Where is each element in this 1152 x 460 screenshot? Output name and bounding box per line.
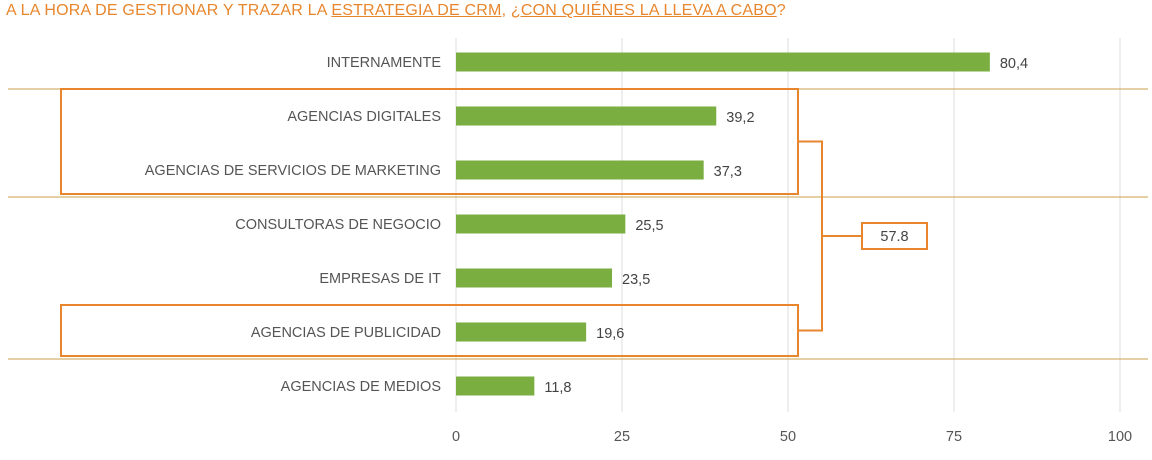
x-tick-label: 50 [780,429,796,445]
bar [456,106,717,126]
value-label: 19,6 [596,326,624,342]
value-label: 80,4 [1000,56,1028,72]
x-tick-label: 0 [452,429,460,445]
value-labels: 80,4 39,2 37,3 25,5 23,5 19,6 11,8 [544,56,1028,396]
bar [456,214,626,234]
category-label: INTERNAMENTE [327,55,442,71]
bars [456,52,990,396]
category-label: CONSULTORAS DE NEGOCIO [235,217,441,233]
value-label: 39,2 [726,110,754,126]
category-label: AGENCIAS DE SERVICIOS DE MARKETING [145,163,441,179]
value-label: 37,3 [714,164,742,180]
bar [456,268,613,288]
category-labels: INTERNAMENTE AGENCIAS DIGITALES AGENCIAS D… [145,55,442,395]
annotation-bracket [798,140,862,332]
bar [456,160,704,180]
bar [456,322,587,342]
title-part-1: A LA HORA DE GESTIONAR Y TRAZAR LA [6,2,332,19]
annotation-value: 57.8 [880,229,908,245]
category-label: EMPRESAS DE IT [319,271,441,287]
annotation-box [861,222,928,250]
x-tick-label: 100 [1108,429,1132,445]
value-label: 25,5 [635,218,663,234]
title-part-4: ¿CON QUIÉNES LA LLEVA A CABO [510,2,777,19]
bar [456,376,535,396]
x-tick-label: 75 [946,429,962,445]
bar [456,52,990,72]
title-part-5: ? [776,2,786,19]
x-axis-ticks: 0 25 50 75 100 [452,429,1132,445]
value-label: 11,8 [544,380,571,396]
category-label: AGENCIAS DE MEDIOS [281,379,441,395]
x-tick-label: 25 [614,429,630,445]
chart-title: A LA HORA DE GESTIONAR Y TRAZAR LA ESTRA… [6,2,786,20]
title-part-2: ESTRATEGIA DE CRM [331,2,502,19]
value-label: 23,5 [622,272,650,288]
title-part-3: , [501,2,511,19]
category-label: AGENCIAS DIGITALES [287,109,441,125]
annotation: 57.8 [60,88,928,357]
category-label: AGENCIAS DE PUBLICIDAD [251,325,441,341]
